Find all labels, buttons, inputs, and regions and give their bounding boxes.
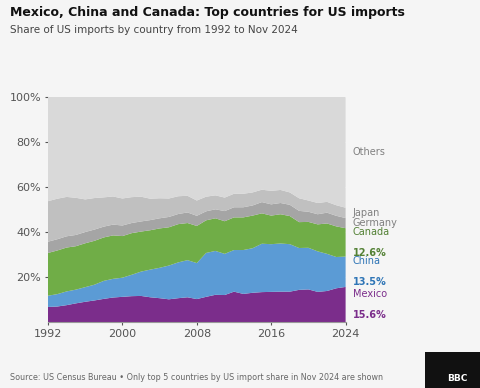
Text: Share of US imports by country from 1992 to Nov 2024: Share of US imports by country from 1992… [10, 25, 297, 35]
Text: Others: Others [352, 147, 385, 158]
Text: 13.5%: 13.5% [352, 277, 386, 287]
Text: 15.6%: 15.6% [352, 310, 386, 320]
Text: Germany: Germany [352, 218, 397, 228]
Text: Canada: Canada [352, 227, 390, 237]
Text: Mexico, China and Canada: Top countries for US imports: Mexico, China and Canada: Top countries … [10, 6, 405, 19]
Text: BBC: BBC [448, 374, 468, 383]
Text: China: China [352, 256, 381, 266]
Text: Source: US Census Bureau • Only top 5 countries by US import share in Nov 2024 a: Source: US Census Bureau • Only top 5 co… [10, 373, 383, 382]
Text: 12.6%: 12.6% [352, 248, 386, 258]
Text: Mexico: Mexico [352, 289, 387, 299]
Text: Japan: Japan [352, 208, 380, 218]
